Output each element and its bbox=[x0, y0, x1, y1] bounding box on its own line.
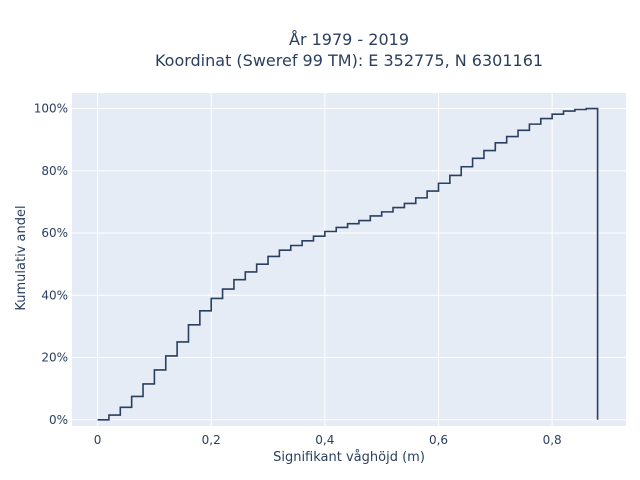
y-axis-label: Kumulativ andel bbox=[14, 205, 29, 310]
y-tick-label: 100% bbox=[34, 102, 68, 116]
y-tick-label: 20% bbox=[41, 351, 68, 365]
x-tick-label: 0 bbox=[94, 433, 102, 447]
cumulative-step-line bbox=[97, 107, 599, 421]
y-tick-label: 40% bbox=[41, 288, 68, 302]
y-tick-label: 80% bbox=[41, 164, 68, 178]
x-tick-label: 0,4 bbox=[315, 433, 334, 447]
chart-subtitle: Koordinat (Sweref 99 TM): E 352775, N 63… bbox=[155, 51, 543, 70]
x-tick-label: 0,8 bbox=[543, 433, 562, 447]
x-axis-ticks: 0 0,2 0,4 0,6 0,8 bbox=[94, 433, 562, 447]
x-tick-label: 0,6 bbox=[429, 433, 448, 447]
y-axis-ticks: 0% 20% 40% 60% 80% 100% bbox=[34, 102, 68, 427]
x-tick-label: 0,2 bbox=[202, 433, 221, 447]
x-axis-label: Signifikant våghöjd (m) bbox=[273, 450, 425, 465]
y-tick-label: 60% bbox=[41, 226, 68, 240]
y-tick-label: 0% bbox=[49, 413, 68, 427]
gridlines bbox=[72, 93, 626, 426]
chart-title: År 1979 - 2019 bbox=[289, 30, 409, 49]
